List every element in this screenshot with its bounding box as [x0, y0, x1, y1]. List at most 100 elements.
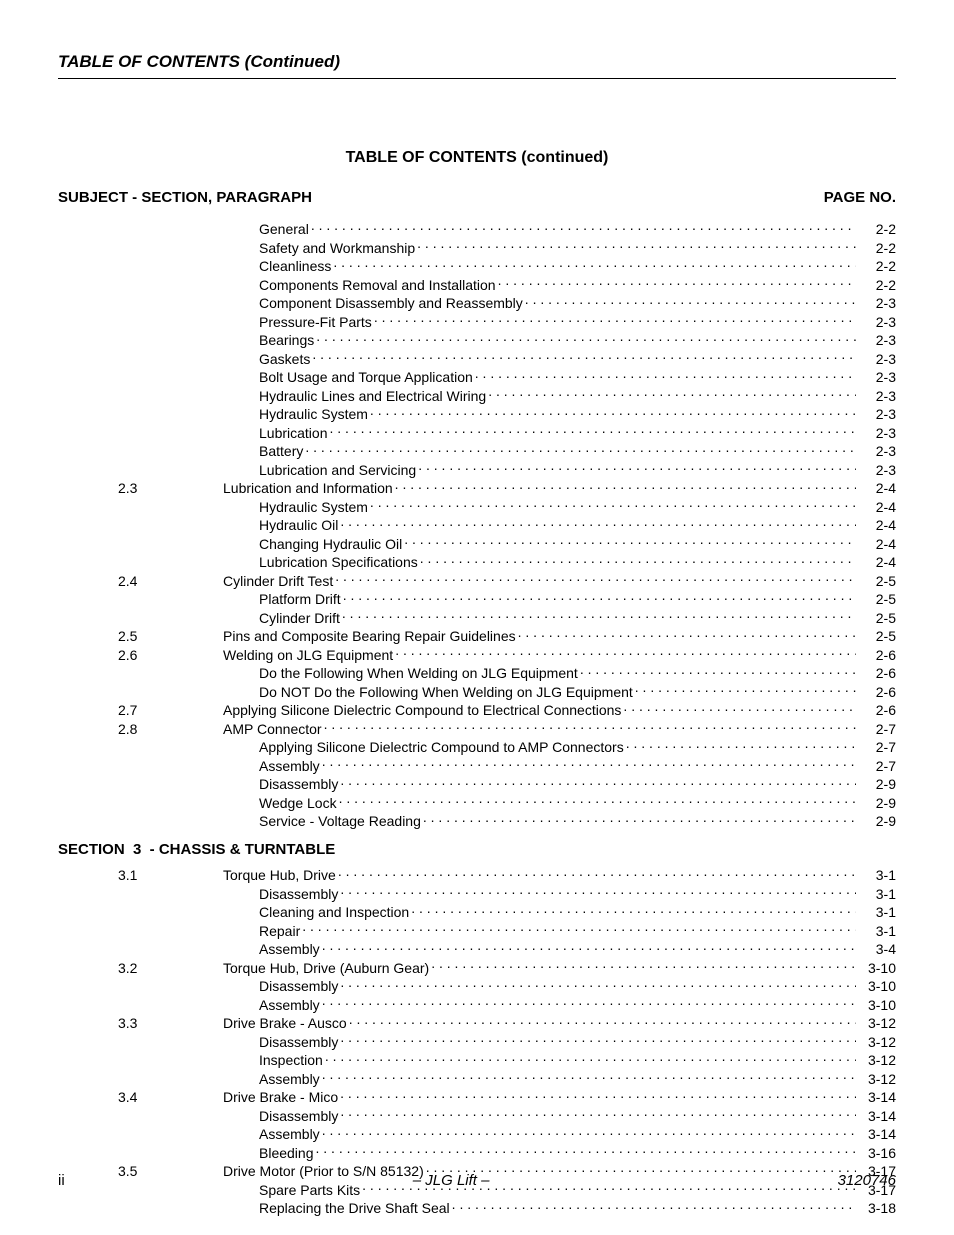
toc-page-num: 2-3 — [858, 406, 896, 424]
toc-leaders — [322, 940, 856, 954]
toc-page-num: 2-3 — [858, 332, 896, 350]
toc-leaders — [312, 350, 856, 364]
toc-title-wrap: Applying Silicone Dielectric Compound to… — [223, 738, 858, 757]
toc-leaders — [325, 1051, 856, 1065]
toc-page-num: 2-2 — [858, 240, 896, 258]
toc-entry-title: Disassembly — [259, 1108, 338, 1126]
toc-leaders — [418, 461, 856, 475]
toc-leaders — [339, 794, 856, 808]
toc-leaders — [322, 757, 856, 771]
toc-page-num: 3-12 — [858, 1052, 896, 1070]
toc-page-num: 2-3 — [858, 443, 896, 461]
toc-entry-title: Assembly — [259, 997, 320, 1015]
toc-title-wrap: Disassembly — [223, 885, 858, 904]
toc-row: 2.7Applying Silicone Dielectric Compound… — [58, 701, 896, 720]
toc-entry-title: Gaskets — [259, 351, 310, 369]
toc-title-wrap: Assembly — [223, 757, 858, 776]
toc-title-wrap: Hydraulic System — [223, 498, 858, 517]
toc-leaders — [395, 479, 856, 493]
running-head: TABLE OF CONTENTS (Continued) — [58, 52, 896, 79]
toc-leaders — [340, 1107, 856, 1121]
toc-title-wrap: Hydraulic Lines and Electrical Wiring — [223, 387, 858, 406]
toc-entry-title: Safety and Workmanship — [259, 240, 415, 258]
toc-leaders — [488, 387, 856, 401]
toc-leaders — [635, 683, 856, 697]
toc-leaders — [626, 738, 856, 752]
toc-page-num: 3-4 — [858, 941, 896, 959]
toc-title-wrap: Applying Silicone Dielectric Compound to… — [223, 701, 858, 720]
toc-page-num: 2-3 — [858, 351, 896, 369]
toc-leaders — [305, 442, 856, 456]
toc-page-num: 3-14 — [858, 1089, 896, 1107]
toc-entry-title: Assembly — [259, 941, 320, 959]
toc-page-num: 2-9 — [858, 776, 896, 794]
toc-row: Assembly3-12 — [58, 1070, 896, 1089]
toc-entry-title: Pins and Composite Bearing Repair Guidel… — [223, 628, 516, 646]
toc-title-wrap: Welding on JLG Equipment — [223, 646, 858, 665]
toc-leaders — [340, 516, 856, 530]
toc-title-wrap: Components Removal and Installation — [223, 276, 858, 295]
toc-page-num: 3-1 — [858, 886, 896, 904]
toc-row: Cylinder Drift2-5 — [58, 609, 896, 628]
toc-page-num: 2-4 — [858, 499, 896, 517]
toc-title: TABLE OF CONTENTS (continued) — [58, 149, 896, 167]
toc-leaders — [322, 996, 856, 1010]
toc-title-wrap: Cylinder Drift — [223, 609, 858, 628]
toc-page-num: 2-2 — [858, 277, 896, 295]
toc-page-num: 3-10 — [858, 978, 896, 996]
toc-row: 2.4Cylinder Drift Test2-5 — [58, 572, 896, 591]
toc-page-num: 3-16 — [858, 1145, 896, 1163]
toc-entry-title: Disassembly — [259, 978, 338, 996]
toc-leaders — [370, 405, 856, 419]
toc-title-wrap: Cleaning and Inspection — [223, 903, 858, 922]
toc-title-wrap: Service - Voltage Reading — [223, 812, 858, 831]
toc-row: Disassembly3-12 — [58, 1033, 896, 1052]
toc-page-num: 3-14 — [858, 1126, 896, 1144]
toc-paragraph-num: 2.5 — [58, 628, 223, 646]
toc-title-wrap: Disassembly — [223, 1033, 858, 1052]
toc-entry-title: Disassembly — [259, 776, 338, 794]
toc-page-num: 2-7 — [858, 758, 896, 776]
toc-title-wrap: General — [223, 220, 858, 239]
toc-title-wrap: Assembly — [223, 1125, 858, 1144]
toc-leaders — [395, 646, 856, 660]
toc-entry-title: Platform Drift — [259, 591, 341, 609]
toc-title-wrap: Inspection — [223, 1051, 858, 1070]
toc-title-wrap: Safety and Workmanship — [223, 239, 858, 258]
toc-entry-title: Battery — [259, 443, 303, 461]
toc-paragraph-num: 2.4 — [58, 573, 223, 591]
toc-title-wrap: Lubrication and Servicing — [223, 461, 858, 480]
toc-title-wrap: Changing Hydraulic Oil — [223, 535, 858, 554]
toc-page-num: 2-3 — [858, 425, 896, 443]
toc-page-num: 2-4 — [858, 480, 896, 498]
toc-row: Cleanliness2-2 — [58, 257, 896, 276]
toc-row: Components Removal and Installation2-2 — [58, 276, 896, 295]
toc-leaders — [330, 424, 857, 438]
toc-leaders — [374, 313, 856, 327]
toc-entry-title: Bearings — [259, 332, 314, 350]
toc-entry-title: Lubrication — [259, 425, 328, 443]
toc-leaders — [417, 239, 856, 253]
toc-leaders — [349, 1014, 856, 1028]
toc-entry-title: Changing Hydraulic Oil — [259, 536, 402, 554]
toc-leaders — [335, 572, 856, 586]
toc-title-wrap: AMP Connector — [223, 720, 858, 739]
toc-title-wrap: Lubrication and Information — [223, 479, 858, 498]
toc-row: Assembly 3-4 — [58, 940, 896, 959]
toc-row: Inspection3-12 — [58, 1051, 896, 1070]
toc-entry-title: Drive Brake - Ausco — [223, 1015, 347, 1033]
toc-row: Applying Silicone Dielectric Compound to… — [58, 738, 896, 757]
toc-title-wrap: Drive Brake - Ausco — [223, 1014, 858, 1033]
toc-page-num: 2-6 — [858, 702, 896, 720]
toc-paragraph-num: 2.3 — [58, 480, 223, 498]
toc-title-wrap: Assembly — [223, 940, 858, 959]
toc-page-num: 2-6 — [858, 647, 896, 665]
toc-row: Service - Voltage Reading2-9 — [58, 812, 896, 831]
toc-page-num: 2-5 — [858, 628, 896, 646]
toc-page-num: 2-6 — [858, 684, 896, 702]
toc-title-wrap: Wedge Lock — [223, 794, 858, 813]
toc-leaders — [498, 276, 856, 290]
toc-row: 3.4Drive Brake - Mico3-14 — [58, 1088, 896, 1107]
toc-leaders — [411, 903, 856, 917]
toc-entry-title: Cleanliness — [259, 258, 331, 276]
